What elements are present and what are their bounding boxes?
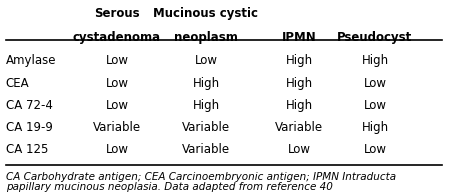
Text: Low: Low (106, 99, 128, 112)
Text: High: High (286, 54, 313, 67)
Text: Low: Low (364, 77, 386, 90)
Text: High: High (286, 99, 313, 112)
Text: Low: Low (106, 77, 128, 90)
Text: Pseudocyst: Pseudocyst (337, 31, 413, 44)
Text: High: High (362, 54, 389, 67)
Text: Amylase: Amylase (6, 54, 56, 67)
Text: Low: Low (106, 54, 128, 67)
Text: Variable: Variable (182, 121, 230, 134)
Text: Variable: Variable (182, 143, 230, 156)
Text: High: High (192, 99, 219, 112)
Text: Mucinous cystic: Mucinous cystic (154, 7, 258, 20)
Text: High: High (286, 77, 313, 90)
Text: cystadenoma: cystadenoma (73, 31, 161, 44)
Text: Low: Low (194, 54, 218, 67)
Text: High: High (362, 121, 389, 134)
Text: CA 72-4: CA 72-4 (6, 99, 53, 112)
Text: Low: Low (364, 99, 386, 112)
Text: Variable: Variable (275, 121, 323, 134)
Text: IPMN: IPMN (282, 31, 317, 44)
Text: Variable: Variable (93, 121, 141, 134)
Text: Serous: Serous (94, 7, 140, 20)
Text: CA 19-9: CA 19-9 (6, 121, 53, 134)
Text: Low: Low (364, 143, 386, 156)
Text: CA Carbohydrate antigen; CEA Carcinoembryonic antigen; IPMN Intraducta: CA Carbohydrate antigen; CEA Carcinoembr… (6, 172, 396, 182)
Text: CA 125: CA 125 (6, 143, 48, 156)
Text: papillary mucinous neoplasia. Data adapted from reference 40: papillary mucinous neoplasia. Data adapt… (6, 182, 333, 191)
Text: Low: Low (288, 143, 311, 156)
Text: Low: Low (106, 143, 128, 156)
Text: CEA: CEA (6, 77, 29, 90)
Text: High: High (192, 77, 219, 90)
Text: neoplasm: neoplasm (174, 31, 238, 44)
